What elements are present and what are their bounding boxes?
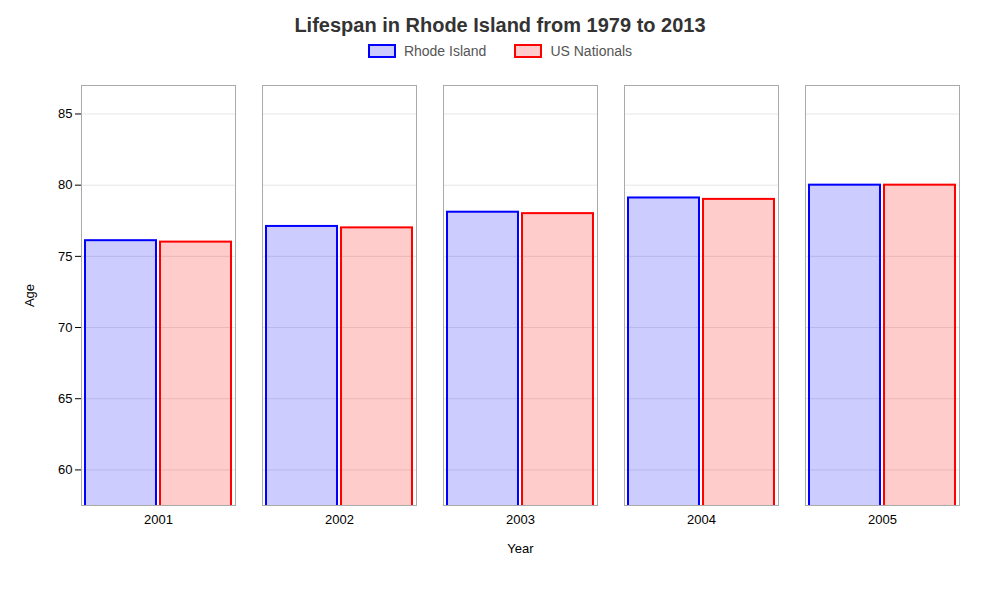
svg-text:75: 75 — [58, 249, 72, 264]
svg-text:65: 65 — [58, 391, 72, 406]
svg-text:2004: 2004 — [687, 512, 716, 527]
html-text:US Nationals: US Nationals — [550, 43, 633, 59]
svg-text:80: 80 — [58, 177, 72, 192]
svg-text:Year: Year — [507, 541, 534, 556]
svg-text:2005: 2005 — [868, 512, 897, 527]
svg-text:2002: 2002 — [325, 512, 354, 527]
html-text:Lifespan in Rhode Island from: Lifespan in Rhode Island from 1979 to 20… — [294, 14, 706, 36]
svg-text:70: 70 — [58, 320, 72, 335]
html-text:Rhode Island: Rhode Island — [403, 43, 487, 59]
svg-text:2001: 2001 — [144, 512, 173, 527]
svg-text:Age: Age — [22, 284, 37, 307]
svg-text:85: 85 — [58, 106, 72, 121]
svg-text:60: 60 — [58, 462, 72, 477]
svg-text:2003: 2003 — [506, 512, 535, 527]
